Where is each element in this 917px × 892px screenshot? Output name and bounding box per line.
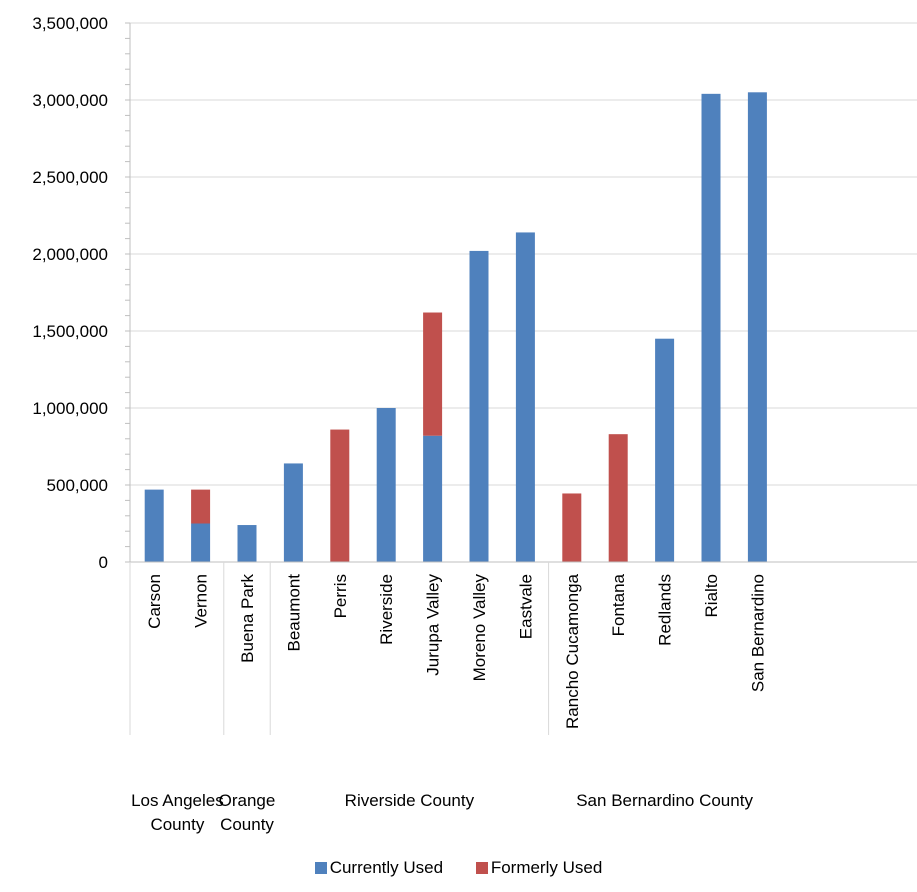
bar-currently-used bbox=[191, 523, 211, 562]
group-label-line: Orange bbox=[219, 791, 276, 810]
x-category-label: Perris bbox=[331, 574, 350, 618]
legend-swatch-currently-used bbox=[314, 862, 327, 874]
bar-currently-used bbox=[376, 408, 396, 562]
group-label: Los Angeles County bbox=[131, 791, 224, 834]
y-tick-label: 1,000,000 bbox=[32, 399, 108, 418]
group-label-line: County bbox=[220, 815, 274, 834]
legend-item-formerly-used: Formerly Used bbox=[475, 858, 603, 878]
x-category-label: Fontana bbox=[609, 573, 628, 636]
x-category-label: Carson bbox=[145, 574, 164, 629]
x-category-label: Redlands bbox=[656, 574, 675, 646]
bar-currently-used bbox=[747, 92, 767, 563]
bar-currently-used bbox=[283, 463, 303, 562]
bar-formerly-used bbox=[330, 429, 350, 562]
y-tick-label: 2,000,000 bbox=[32, 245, 108, 264]
legend-label: Formerly Used bbox=[490, 858, 603, 877]
y-tick-label: 0 bbox=[99, 553, 108, 572]
x-category-label: Eastvale bbox=[516, 574, 535, 639]
legend: Currently Used Formerly Used bbox=[0, 858, 917, 878]
group-label-line: County bbox=[150, 815, 204, 834]
y-tick-label: 3,000,000 bbox=[32, 91, 108, 110]
group-label: Riverside County bbox=[345, 791, 475, 810]
y-tick-label: 500,000 bbox=[47, 476, 108, 495]
bar-currently-used bbox=[423, 435, 443, 562]
axes bbox=[125, 22, 917, 735]
bar-formerly-used bbox=[423, 312, 443, 436]
bar-currently-used bbox=[237, 525, 257, 562]
bar-currently-used bbox=[701, 93, 721, 562]
x-category-label: Rancho Cucamonga bbox=[563, 573, 582, 729]
group-label: San Bernardino County bbox=[576, 791, 753, 810]
bar-currently-used bbox=[469, 250, 489, 563]
group-label-line: Los Angeles bbox=[131, 791, 224, 810]
x-category-label: Beaumont bbox=[284, 574, 303, 652]
legend-label: Currently Used bbox=[329, 858, 444, 877]
x-category-label: Moreno Valley bbox=[470, 574, 489, 682]
x-category-label: Buena Park bbox=[238, 574, 257, 663]
bar-formerly-used bbox=[608, 434, 628, 562]
bar-currently-used bbox=[144, 489, 164, 562]
legend-swatch-formerly-used bbox=[475, 862, 488, 874]
legend-item-currently-used: Currently Used bbox=[314, 858, 444, 878]
stacked-bar-chart: 0 500,000 1,000,000 1,500,000 2,000,000 2,500… bbox=[32, 14, 917, 834]
bar-formerly-used bbox=[191, 489, 211, 524]
y-tick-label: 1,500,000 bbox=[32, 322, 108, 341]
y-axis-tick-labels: 0 500,000 1,000,000 1,500,000 2,000,000 2,500… bbox=[32, 14, 108, 572]
x-category-label: Vernon bbox=[192, 574, 211, 628]
bar-currently-used bbox=[655, 338, 675, 562]
x-category-label: Rialto bbox=[702, 574, 721, 617]
x-axis-category-labels: Carson Vernon Buena Park Beaumont Perris Rive… bbox=[145, 573, 767, 729]
y-tick-label: 3,500,000 bbox=[32, 14, 108, 33]
group-label: Orange County bbox=[219, 791, 276, 834]
y-tick-label: 2,500,000 bbox=[32, 168, 108, 187]
x-axis-group-labels: Los Angeles County Orange County Riverside C… bbox=[131, 791, 753, 834]
bar-currently-used bbox=[515, 232, 535, 562]
x-category-label: San Bernardino bbox=[748, 574, 767, 692]
bars bbox=[144, 92, 767, 563]
bar-formerly-used bbox=[562, 493, 582, 562]
x-category-label: Jurupa Valley bbox=[424, 574, 443, 676]
x-category-label: Riverside bbox=[377, 574, 396, 645]
